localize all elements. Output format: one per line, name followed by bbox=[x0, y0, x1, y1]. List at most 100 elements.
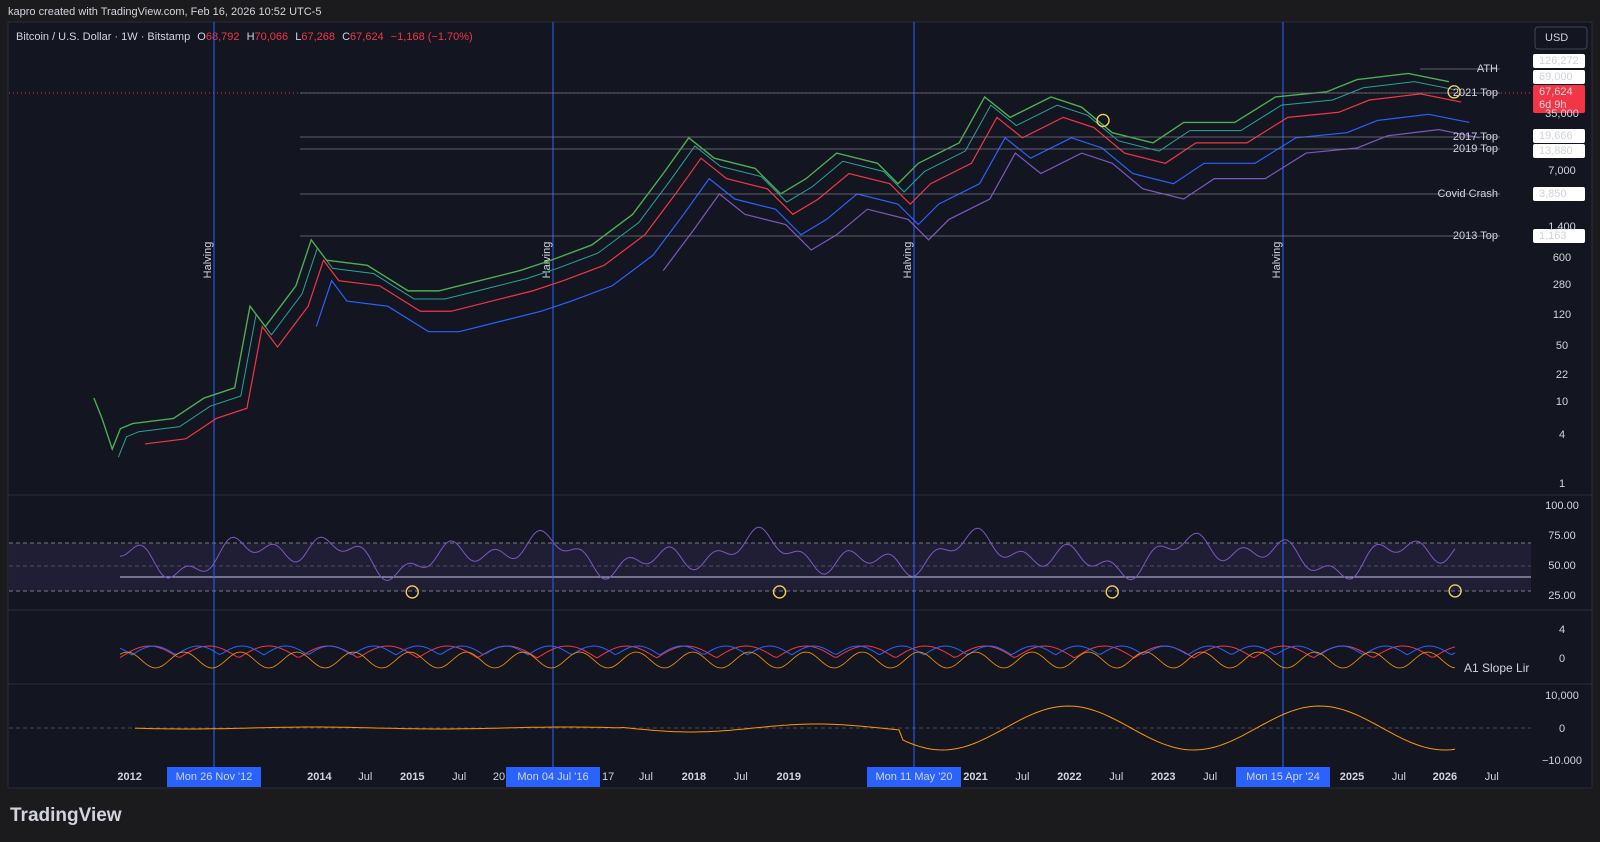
level-value: 3,850 bbox=[1539, 188, 1567, 200]
level-badge bbox=[1533, 129, 1585, 143]
rsi-axis-label: 100.00 bbox=[1545, 500, 1579, 512]
footer-logo: TradingView bbox=[10, 805, 122, 826]
level-name: ATH bbox=[1477, 63, 1498, 75]
price-axis-label: 4 bbox=[1559, 429, 1565, 441]
ohlc-label: C bbox=[342, 31, 350, 43]
macd-line bbox=[134, 705, 1456, 751]
rsi-axis-label: 75.00 bbox=[1548, 530, 1576, 542]
price-axis-label: 120 bbox=[1553, 309, 1571, 321]
time-axis-label: 2014 bbox=[307, 771, 332, 783]
countdown: 6d 9h bbox=[1539, 99, 1567, 111]
price-axis-label: 1 bbox=[1559, 478, 1565, 490]
time-axis-label: Jul bbox=[1015, 771, 1029, 783]
halving-label: Halving bbox=[1271, 242, 1283, 279]
halving-label: Halving bbox=[541, 242, 553, 279]
level-value: 69,000 bbox=[1539, 71, 1573, 83]
date-badge-label: Mon 26 Nov '12 bbox=[176, 771, 253, 783]
time-axis-label: 2018 bbox=[682, 771, 706, 783]
price-axis-label: 1,400 bbox=[1548, 221, 1576, 233]
legend: Bitcoin / U.S. Dollar · 1W · Bitstamp O6… bbox=[16, 31, 473, 43]
rsi-band bbox=[9, 543, 1531, 591]
ma-line bbox=[662, 129, 1480, 271]
ohlc-label: L bbox=[295, 31, 301, 43]
time-axis-label: 2019 bbox=[777, 771, 801, 783]
date-badge bbox=[867, 767, 961, 787]
date-badge bbox=[506, 767, 600, 787]
marker bbox=[772, 585, 787, 599]
marker bbox=[1096, 113, 1110, 128]
time-axis-label: Jul bbox=[734, 771, 748, 783]
ohlc-label: O bbox=[197, 31, 206, 43]
level-value: 19,666 bbox=[1539, 130, 1573, 142]
level-badge bbox=[1533, 70, 1585, 84]
price-series bbox=[93, 72, 1450, 452]
level-badge bbox=[1533, 144, 1585, 158]
ma-line bbox=[117, 81, 1456, 458]
macd-axis-label: −10.000 bbox=[1542, 755, 1582, 767]
slope-line bbox=[119, 651, 1456, 669]
current-badge bbox=[1533, 85, 1585, 113]
date-badge-label: Mon 15 Apr '24 bbox=[1246, 771, 1320, 783]
slope-name: A1 Slope Lir bbox=[1464, 661, 1529, 675]
time-axis-label: Jul bbox=[1109, 771, 1123, 783]
price-axis-label: 35,000 bbox=[1545, 108, 1579, 120]
halving-label: Halving bbox=[902, 242, 914, 279]
date-badge bbox=[1236, 767, 1330, 787]
dynamic: Halving Halving Halving Halving ATH 126,272 20… bbox=[93, 22, 1585, 787]
level-badge bbox=[1533, 187, 1585, 201]
time-axis-label: 20 bbox=[493, 771, 505, 783]
level-value: 1,163 bbox=[1539, 230, 1567, 242]
time-axis-label: 2015 bbox=[400, 771, 424, 783]
current-price: 67,624 bbox=[1539, 86, 1573, 98]
slope-axis-label: 4 bbox=[1559, 624, 1565, 636]
time-axis-label: 17 bbox=[602, 771, 614, 783]
ma-line bbox=[144, 93, 1462, 445]
change: −1,168 (−1.70%) bbox=[391, 31, 473, 43]
chart-area bbox=[7, 21, 1593, 789]
time-axis-label: Jul bbox=[452, 771, 466, 783]
price-axis-label: 50 bbox=[1556, 340, 1568, 352]
macd-axis-label: 0 bbox=[1559, 723, 1565, 735]
date-badge-label: Mon 04 Jul '16 bbox=[517, 771, 588, 783]
marker bbox=[1105, 585, 1119, 599]
price-axis-label: 10 bbox=[1556, 396, 1568, 408]
macd-axis-label: 10,000 bbox=[1545, 690, 1579, 702]
time-axis-label: 2023 bbox=[1151, 771, 1175, 783]
time-axis-label: Jul bbox=[639, 771, 653, 783]
price-axis-label: 280 bbox=[1553, 279, 1571, 291]
level-name: 2019 Top bbox=[1453, 143, 1498, 155]
time-axis-label: Jul bbox=[1485, 771, 1499, 783]
marker bbox=[405, 585, 419, 599]
watermark: kapro created with TradingView.com, Feb … bbox=[8, 6, 321, 18]
currency[interactable]: USD bbox=[1545, 32, 1568, 44]
level-badge bbox=[1533, 54, 1585, 68]
date-badge-label: Mon 11 May '20 bbox=[875, 771, 952, 783]
level-value: 126,272 bbox=[1539, 55, 1579, 67]
marker bbox=[1447, 85, 1461, 99]
time-axis-label: 2026 bbox=[1433, 771, 1457, 783]
pane-dividers bbox=[8, 494, 1592, 685]
level-badge bbox=[1533, 229, 1585, 243]
currency-button[interactable] bbox=[1534, 26, 1588, 50]
symbol: Bitcoin / U.S. Dollar · 1W · Bitstamp bbox=[16, 31, 190, 43]
slope-axis-label: 0 bbox=[1559, 653, 1565, 665]
time-axis-label: 2022 bbox=[1057, 771, 1081, 783]
ohlc: 68,792 bbox=[206, 31, 240, 43]
level-name: Covid Crash bbox=[1437, 188, 1498, 200]
price-axis-label: 22 bbox=[1556, 369, 1568, 381]
level-name: 2017 Top bbox=[1453, 131, 1498, 143]
time-axis-label: Jul bbox=[358, 771, 372, 783]
date-badge bbox=[167, 767, 261, 787]
ohlc: 67,268 bbox=[301, 31, 335, 43]
slope-line bbox=[119, 645, 1456, 656]
ohlc-label: H bbox=[247, 31, 255, 43]
price-axis-label: 600 bbox=[1553, 252, 1571, 264]
price-axis-label: 7,000 bbox=[1548, 165, 1576, 177]
time-axis-label: 2021 bbox=[963, 771, 987, 783]
level-name: 2013 Top bbox=[1453, 230, 1498, 242]
time-axis-label: 2025 bbox=[1340, 771, 1364, 783]
level-name: 2021 Top bbox=[1453, 87, 1498, 99]
ohlc: 70,066 bbox=[255, 31, 289, 43]
